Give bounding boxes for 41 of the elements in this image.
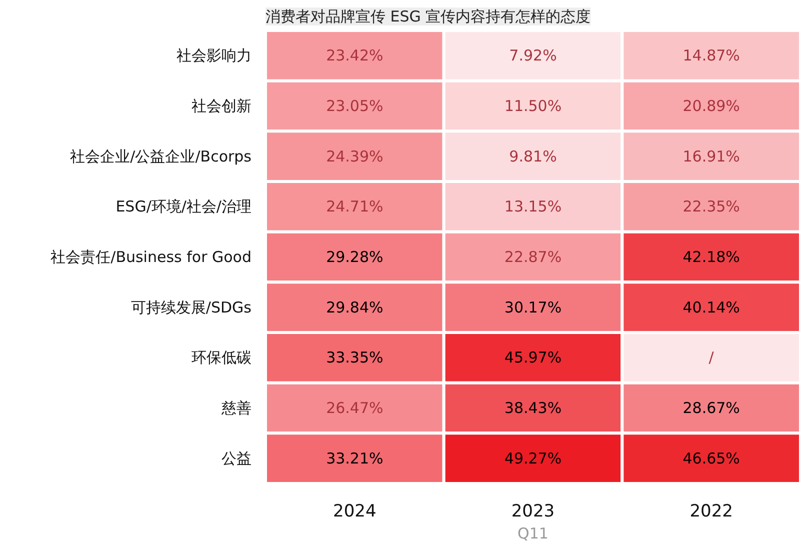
data-label: 26.47%	[326, 399, 384, 417]
data-label: 9.81%	[509, 147, 557, 166]
data-label: 16.91%	[682, 147, 740, 166]
data-label: 7.92%	[509, 46, 557, 65]
y-tick-label: 社会企业/公益企业/Bcorps	[70, 147, 252, 166]
data-label: 14.87%	[682, 46, 740, 65]
text: /	[708, 348, 714, 367]
y-tick-label: 社会责任/Business for Good	[50, 248, 252, 266]
y-tick-label: 环保低碳	[192, 348, 252, 367]
data-label: 33.35%	[326, 348, 384, 367]
data-label: 23.05%	[326, 97, 384, 115]
data-label: 29.84%	[326, 298, 384, 316]
data-label: 20.89%	[682, 97, 740, 115]
data-label: 22.87%	[504, 248, 562, 266]
x-tick-label: 2022	[690, 502, 733, 522]
data-label: 33.21%	[326, 449, 384, 468]
y-tick-label: 公益	[222, 449, 252, 468]
data-label: 42.18%	[682, 248, 740, 266]
data-label: 13.15%	[504, 198, 562, 216]
chart-title: 消费者对品牌宣传 ESG 宣传内容持有怎样的态度	[266, 8, 591, 26]
y-tick-label: 社会影响力	[176, 46, 252, 65]
data-label: 46.65%	[682, 449, 740, 468]
data-label: 30.17%	[504, 298, 562, 316]
data-label: 38.43%	[504, 399, 562, 417]
x-tick-label: 2023	[511, 502, 555, 522]
data-label: 45.97%	[504, 348, 562, 367]
x-axis-title: Q11	[518, 524, 548, 542]
y-tick-label: 可持续发展/SDGs	[130, 298, 252, 316]
x-tick-label: 2024	[333, 502, 376, 522]
data-label: 28.67%	[682, 399, 740, 417]
y-tick-label: 社会创新	[192, 97, 252, 115]
y-tick-label: ESG/环境/社会/治理	[116, 198, 252, 216]
data-label: 22.35%	[682, 198, 740, 216]
data-label: 24.39%	[326, 147, 384, 166]
data-label: 24.71%	[326, 198, 384, 216]
data-label: 29.28%	[326, 248, 384, 266]
data-label: 40.14%	[682, 298, 740, 316]
data-label: 49.27%	[504, 449, 562, 468]
y-tick-label: 慈善	[220, 399, 252, 417]
data-label: 11.50%	[504, 97, 562, 115]
data-label: 23.42%	[326, 46, 384, 65]
